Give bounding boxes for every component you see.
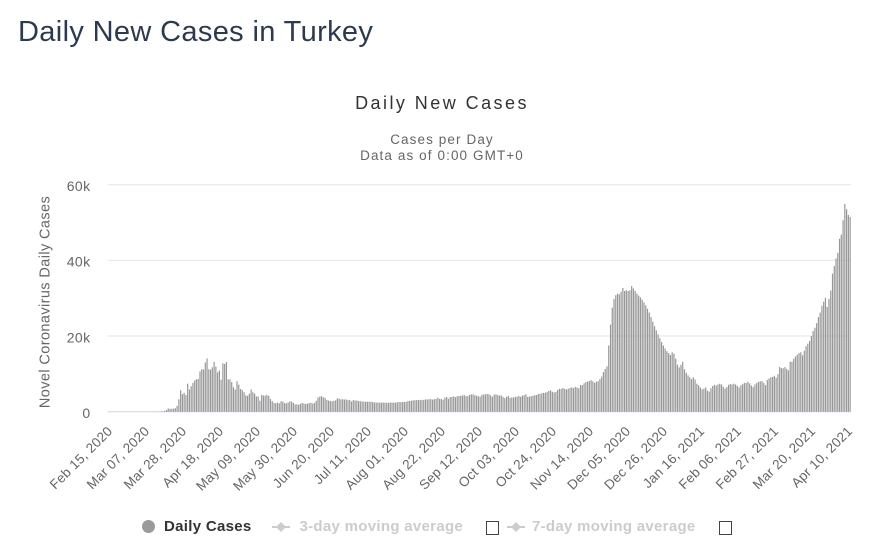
svg-text:May 30, 2020: May 30, 2020 — [230, 424, 300, 494]
svg-text:May 09, 2020: May 09, 2020 — [193, 424, 263, 494]
svg-text:Novel Coronavirus Daily Cases: Novel Coronavirus Daily Cases — [38, 196, 54, 408]
svg-text:0: 0 — [82, 405, 90, 421]
svg-text:40k: 40k — [67, 254, 91, 270]
svg-text:60k: 60k — [67, 178, 91, 194]
svg-text:20k: 20k — [67, 329, 91, 345]
svg-text:Feb 15, 2020: Feb 15, 2020 — [47, 424, 116, 493]
